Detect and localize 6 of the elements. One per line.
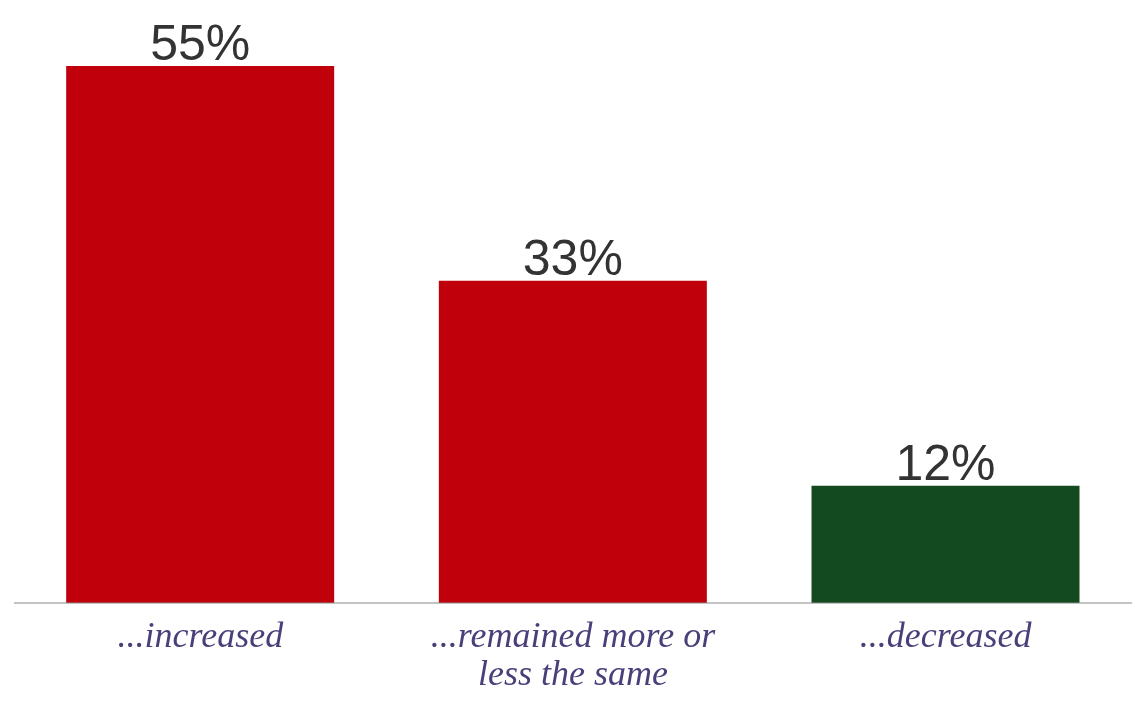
data-label: 55% bbox=[150, 15, 251, 71]
x-tick-label: ...remained more or less the same bbox=[430, 615, 717, 693]
x-tick-label: ...increased bbox=[117, 615, 285, 655]
data-label: 33% bbox=[522, 229, 623, 286]
x-tick-label: ...decreased bbox=[859, 615, 1033, 655]
data-label: 12% bbox=[895, 434, 996, 491]
